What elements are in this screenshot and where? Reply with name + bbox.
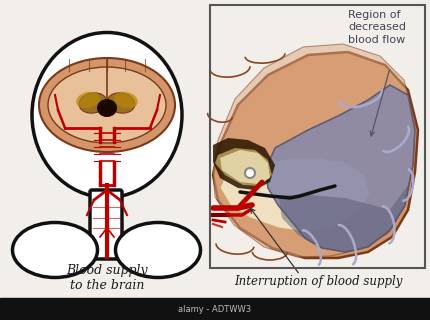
Ellipse shape: [48, 67, 166, 143]
Polygon shape: [215, 148, 272, 186]
Circle shape: [245, 168, 255, 178]
Polygon shape: [265, 85, 415, 252]
Ellipse shape: [114, 92, 138, 108]
Polygon shape: [220, 150, 270, 184]
Ellipse shape: [12, 222, 98, 277]
Bar: [0, 298, 430, 320]
Ellipse shape: [32, 33, 182, 197]
Text: Region of
decreased
blood flow: Region of decreased blood flow: [348, 10, 406, 45]
Ellipse shape: [116, 222, 200, 277]
Ellipse shape: [97, 99, 117, 117]
Polygon shape: [220, 158, 370, 232]
Polygon shape: [213, 138, 275, 190]
Polygon shape: [213, 44, 415, 257]
Bar: [210, 5, 425, 268]
Ellipse shape: [79, 93, 107, 113]
FancyBboxPatch shape: [90, 190, 122, 259]
Ellipse shape: [76, 92, 100, 108]
Ellipse shape: [43, 61, 171, 149]
Text: alamy - ADTWW3: alamy - ADTWW3: [178, 305, 252, 314]
Ellipse shape: [39, 58, 175, 152]
Text: Blood supply
to the brain: Blood supply to the brain: [66, 264, 148, 292]
Polygon shape: [278, 165, 413, 252]
Polygon shape: [213, 52, 418, 258]
Text: Interruption of blood supply: Interruption of blood supply: [234, 275, 402, 288]
Ellipse shape: [107, 93, 135, 113]
